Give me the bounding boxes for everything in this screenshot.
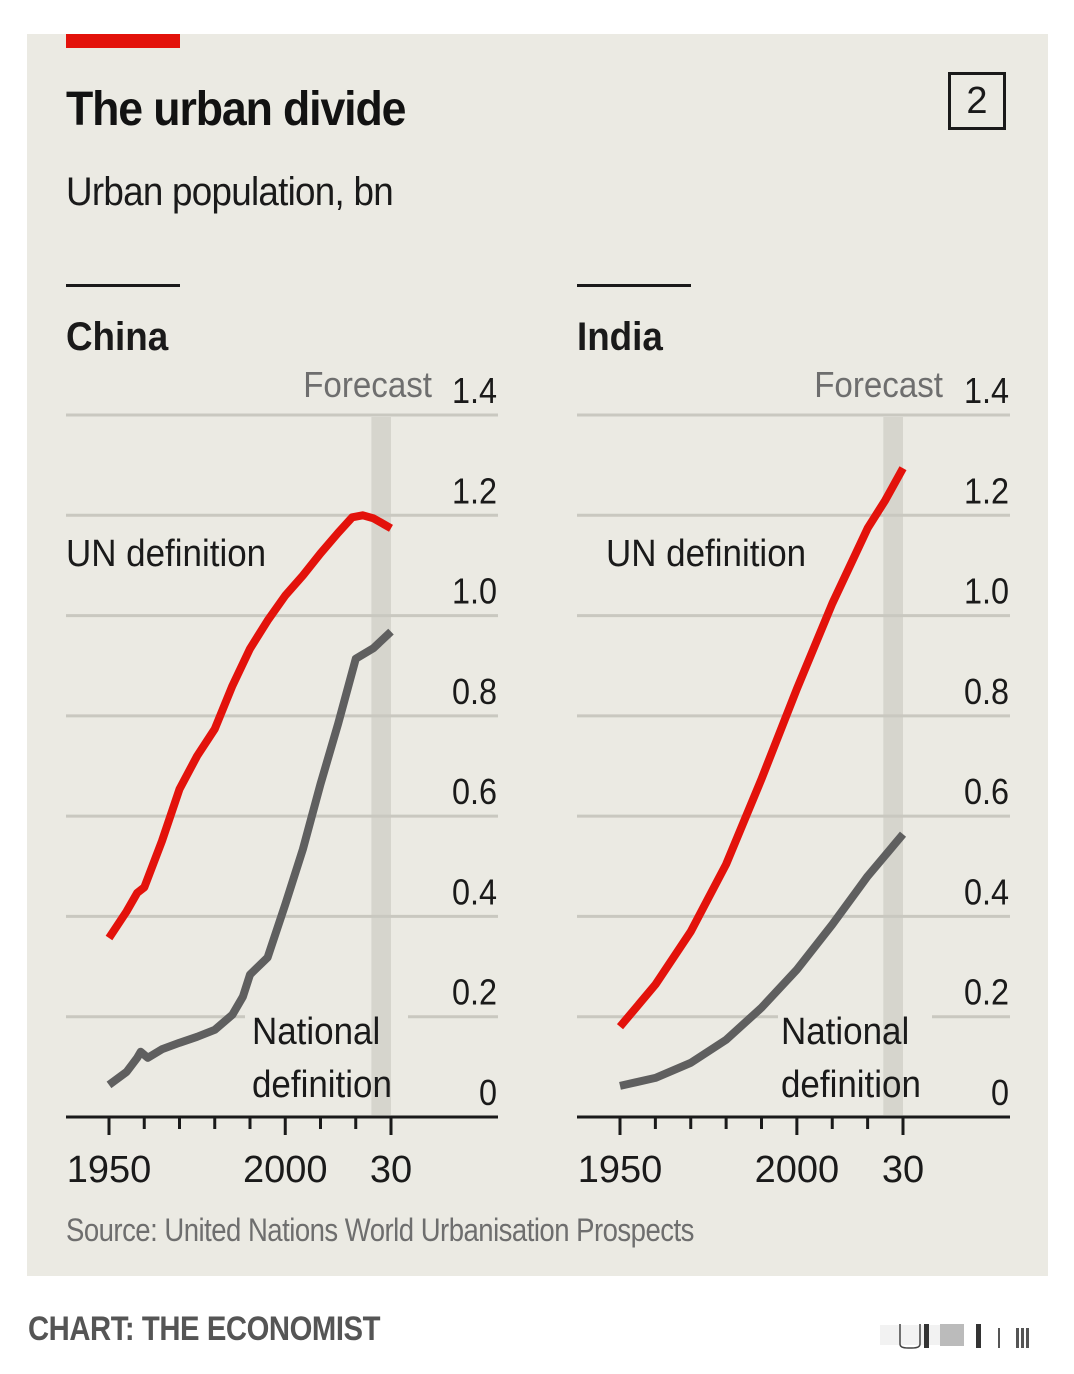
india-y-tick-label: 1.2 <box>964 472 1009 512</box>
source-note: Source: United Nations World Urbanisatio… <box>66 1212 694 1248</box>
india-y-tick-label: 1.0 <box>964 572 1009 612</box>
china-y-tick-label: 0.8 <box>452 672 497 712</box>
india-national-definition-label: definition <box>781 1063 921 1106</box>
chart-credit: CHART: THE ECONOMIST <box>28 1310 381 1348</box>
china-national-definition-label: definition <box>252 1063 392 1106</box>
china-un-definition-label: UN definition <box>66 532 266 575</box>
chart-title: The urban divide <box>66 83 406 136</box>
china-y-tick-label: 0.2 <box>452 973 497 1013</box>
china-panel-title: China <box>66 315 169 360</box>
china-x-tick-label: 1950 <box>67 1149 152 1191</box>
india-x-tick-label: 2000 <box>755 1149 840 1191</box>
india-y-tick-label: 0.2 <box>964 973 1009 1013</box>
china-y-tick-label: 0.6 <box>452 773 497 813</box>
chart-number-badge: 2 <box>948 72 1006 130</box>
china-national-definition-line <box>106 628 394 1089</box>
india-y-tick-label: 0.6 <box>964 773 1009 813</box>
china-forecast-band <box>371 417 391 1115</box>
india-x-tick-label: 30 <box>882 1149 924 1191</box>
india-un-definition-label: UN definition <box>606 532 806 575</box>
india-panel-title: India <box>577 315 663 360</box>
china-x-tick-label: 30 <box>370 1149 412 1191</box>
india-x-tick-label: 1950 <box>578 1149 663 1191</box>
india-y-tick-label: 0.8 <box>964 672 1009 712</box>
china-y-tick-label: 0.4 <box>452 873 497 913</box>
india-y-tick-label: 1.4 <box>964 371 1009 411</box>
india-forecast-band <box>883 417 903 1115</box>
india-national-definition-label: National <box>781 1010 909 1053</box>
china-forecast-label: Forecast <box>303 366 432 406</box>
china-national-definition-label: National <box>252 1010 380 1053</box>
china-header-rule <box>66 284 180 287</box>
india-header-rule <box>577 284 691 287</box>
china-un-definition-line <box>105 511 393 941</box>
india-y-tick-label: 0.4 <box>964 873 1009 913</box>
watermark-icon <box>880 1324 1029 1349</box>
india-un-definition-line <box>616 466 907 1030</box>
china-y-tick-label: 1.0 <box>452 572 497 612</box>
china-y-tick-label: 0 <box>479 1073 497 1113</box>
india-y-tick-label: 0 <box>991 1073 1009 1113</box>
chart-subtitle: Urban population, bn <box>66 170 394 214</box>
india-national-definition-line <box>619 831 907 1090</box>
china-x-tick-label: 2000 <box>243 1149 328 1191</box>
accent-bar <box>66 34 180 48</box>
india-forecast-label: Forecast <box>814 366 943 406</box>
china-y-tick-label: 1.2 <box>452 472 497 512</box>
china-y-tick-label: 1.4 <box>452 371 497 411</box>
chart-panel <box>27 34 1048 1276</box>
